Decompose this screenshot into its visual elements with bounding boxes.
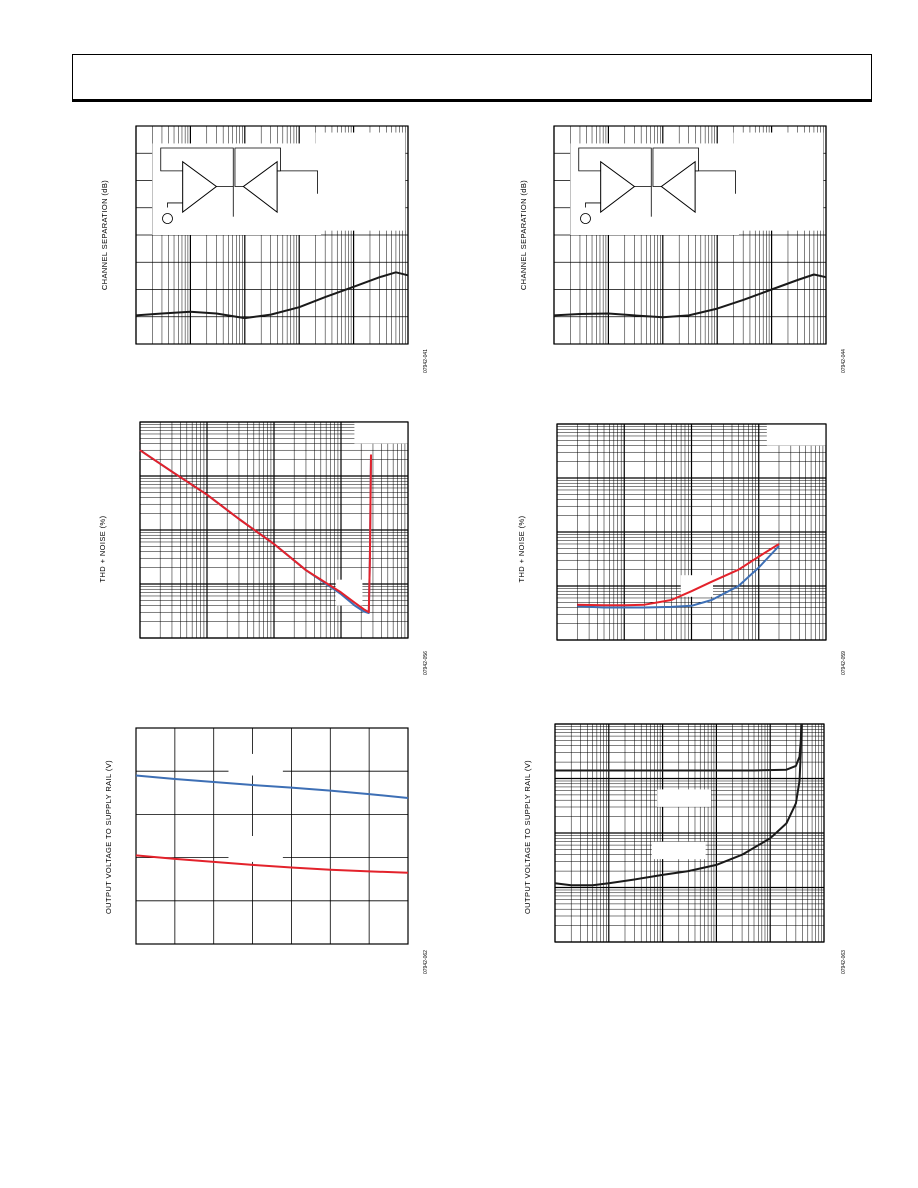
op-amp-symbol <box>660 160 696 214</box>
plot-frame <box>135 727 409 945</box>
output-voltage-chart-1 <box>135 727 409 945</box>
series-line-1 <box>135 774 409 799</box>
legend-box <box>766 424 826 446</box>
y-axis-label-ch-sep-right: CHANNEL SEPARATION (dB) <box>519 179 528 291</box>
legend-box <box>228 836 283 862</box>
op-amp-symbol <box>182 160 218 214</box>
series-line-2 <box>135 854 409 874</box>
series-line-1 <box>577 545 780 609</box>
series-line-1 <box>553 273 827 319</box>
output-wire <box>277 170 318 194</box>
channel-separation-chart-2 <box>553 125 827 345</box>
series-line-2 <box>139 449 372 614</box>
output-wire <box>695 170 736 194</box>
y-axis-label-ch-sep-left: CHANNEL SEPARATION (dB) <box>100 179 109 291</box>
op-amp-symbol <box>600 160 636 214</box>
y-axis-label-vout-right: OUTPUT VOLTAGE TO SUPPLY RAIL (V) <box>523 759 532 915</box>
input-wire <box>167 202 183 208</box>
plot-frame <box>553 125 827 345</box>
legend-box <box>733 132 824 231</box>
y-axis-label-thd-left: THD + NOISE (%) <box>98 515 107 583</box>
figure-number: 07942-063 <box>841 950 847 974</box>
figure-number: 07942-041 <box>423 349 429 373</box>
legend-box <box>657 789 712 807</box>
series-line-2 <box>554 723 803 887</box>
series-line-1 <box>555 723 803 772</box>
test-circuit-schematic <box>570 143 739 235</box>
legend-box <box>354 422 408 444</box>
legend-box <box>315 132 406 231</box>
series-line-1 <box>135 271 409 320</box>
channel-separation-chart-1 <box>135 125 409 345</box>
figure-number: 07942-044 <box>841 349 847 373</box>
feedback-wire <box>160 147 234 187</box>
plot-frame <box>556 423 827 641</box>
signal-source-icon <box>580 213 591 224</box>
plot-frame <box>135 125 409 345</box>
figure-number: 07942-062 <box>423 950 429 974</box>
output-voltage-chart-2 <box>554 723 825 943</box>
test-circuit-schematic <box>152 143 321 235</box>
page-header-box <box>72 54 872 102</box>
op-amp-symbol <box>242 160 278 214</box>
input-wire <box>585 202 601 208</box>
plot-frame <box>139 421 409 639</box>
feedback-wire <box>578 147 652 187</box>
plot-frame <box>554 723 825 943</box>
signal-source-icon <box>162 213 173 224</box>
series-line-2 <box>577 543 780 607</box>
legend-box <box>651 841 706 860</box>
thd-noise-chart-2 <box>556 423 827 641</box>
legend-box <box>228 753 283 776</box>
thd-noise-chart-1 <box>139 421 409 639</box>
y-axis-label-vout-left: OUTPUT VOLTAGE TO SUPPLY RAIL (V) <box>104 759 113 915</box>
figure-number: 07942-059 <box>841 651 847 675</box>
y-axis-label-thd-right: THD + NOISE (%) <box>517 515 526 583</box>
figure-number: 07942-056 <box>423 651 429 675</box>
